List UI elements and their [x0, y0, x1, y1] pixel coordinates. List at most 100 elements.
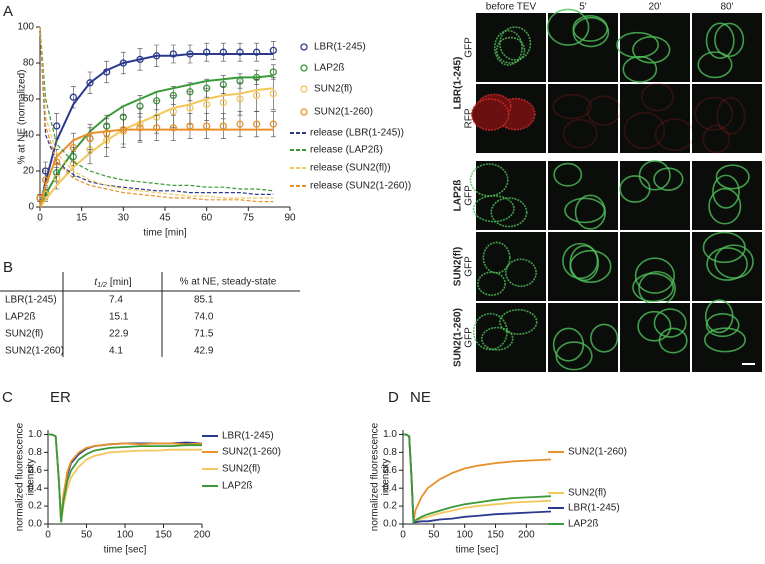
cell-outline — [706, 247, 748, 281]
data-point — [136, 55, 144, 64]
cell-outline — [708, 187, 742, 225]
table-cell: 74.0 — [194, 312, 214, 323]
x-tick-label: 75 — [243, 213, 255, 224]
y-tick-label: 0.4 — [28, 483, 42, 494]
chart-title: ER — [50, 389, 71, 406]
x-tick-label: 150 — [487, 530, 504, 541]
data-point — [203, 122, 211, 130]
table-cell: 4.1 — [109, 346, 123, 357]
error-bar — [270, 77, 276, 111]
error-bar — [187, 113, 193, 139]
cell-outline — [632, 272, 674, 303]
table-header: % at NE, steady-state — [180, 277, 277, 288]
data-point — [219, 48, 227, 56]
micrograph — [476, 161, 546, 230]
cell-outline — [653, 167, 684, 191]
data-point — [269, 89, 277, 98]
legend-label: SUN2(1-260) — [222, 447, 281, 458]
cell-outline — [716, 97, 746, 135]
panel-label: C — [2, 389, 13, 406]
channel-label: GFP — [464, 185, 475, 206]
error-bar — [270, 41, 276, 60]
y-tick-label: 0.0 — [383, 519, 397, 530]
channel-label: GFP — [464, 327, 475, 348]
data-point — [203, 48, 211, 56]
table-cell: 42.9 — [194, 346, 214, 357]
y-tick-label: 100 — [17, 22, 34, 33]
cell-outline — [555, 341, 593, 371]
data-point — [219, 98, 227, 107]
table-cell: 85.1 — [194, 295, 214, 306]
legend-label: SUN2(1-260) — [314, 107, 373, 118]
x-tick-label: 200 — [518, 530, 535, 541]
data-point — [186, 50, 194, 58]
cell-outline — [470, 98, 510, 131]
error-bar — [270, 64, 276, 80]
micrograph — [692, 13, 762, 82]
series-line — [39, 26, 274, 199]
panel-label: B — [3, 259, 13, 276]
y-tick-label: 0.6 — [383, 465, 397, 476]
channel-label: GFP — [464, 256, 475, 277]
series-line — [403, 433, 552, 524]
data-point — [169, 107, 177, 116]
series-line — [403, 433, 552, 525]
cell-outline — [712, 174, 740, 209]
y-tick-label: 80 — [23, 58, 35, 69]
data-point — [103, 68, 111, 76]
micrograph — [548, 84, 618, 153]
error-bar — [104, 60, 110, 84]
y-tick-label: 20 — [23, 166, 35, 177]
table-cell: 71.5 — [194, 329, 214, 340]
x-axis-label: time [sec] — [456, 545, 499, 556]
y-tick-label: 1.0 — [28, 429, 42, 440]
data-point — [186, 104, 194, 112]
data-point — [269, 120, 277, 128]
cell-outline — [505, 258, 537, 288]
table-cell: LBR(1-245) — [5, 295, 57, 306]
x-tick-label: 0 — [37, 213, 43, 224]
column-label: 80' — [720, 2, 733, 13]
cell-outline — [490, 197, 528, 228]
header-symbol: t — [94, 277, 98, 288]
error-bar — [170, 44, 176, 64]
data-point — [186, 122, 194, 130]
cell-outline — [574, 194, 607, 230]
error-bar — [270, 111, 276, 138]
series-line — [39, 26, 274, 203]
x-tick-label: 15 — [76, 213, 88, 224]
column-label: before TEV — [486, 2, 537, 13]
legend-label: release (SUN2(1-260)) — [310, 181, 411, 192]
y-tick-label: 0.6 — [28, 465, 42, 476]
data-point — [86, 79, 94, 87]
group-label: LAP2ß — [453, 180, 464, 212]
micrograph — [692, 303, 762, 372]
micrograph — [620, 303, 690, 372]
cell-outline — [641, 82, 674, 112]
cell-outline — [482, 241, 511, 274]
cell-outline — [546, 8, 590, 46]
y-tick-label: 1.0 — [383, 429, 397, 440]
cell-outline — [493, 29, 523, 66]
legend-label: LAP2ß — [222, 481, 253, 492]
cell-outline — [702, 124, 731, 154]
micrograph — [620, 161, 690, 230]
x-tick-label: 0 — [400, 530, 406, 541]
series-line — [48, 433, 202, 523]
data-point — [269, 68, 277, 76]
error-bar — [104, 118, 110, 148]
cell-outline — [694, 96, 734, 131]
cell-outline — [553, 162, 583, 187]
x-tick-label: 60 — [201, 213, 213, 224]
fit-line — [39, 128, 274, 208]
x-tick-label: 100 — [456, 530, 473, 541]
x-tick-label: 150 — [155, 530, 172, 541]
legend-label: release (LBR(1-245)) — [310, 128, 404, 139]
error-bar — [137, 113, 143, 143]
error-bar — [154, 114, 160, 141]
cell-outline — [715, 164, 750, 190]
cell-outline — [714, 244, 754, 279]
cell-outline — [703, 327, 746, 353]
x-tick-label: 50 — [428, 530, 440, 541]
legend-marker — [300, 85, 308, 93]
